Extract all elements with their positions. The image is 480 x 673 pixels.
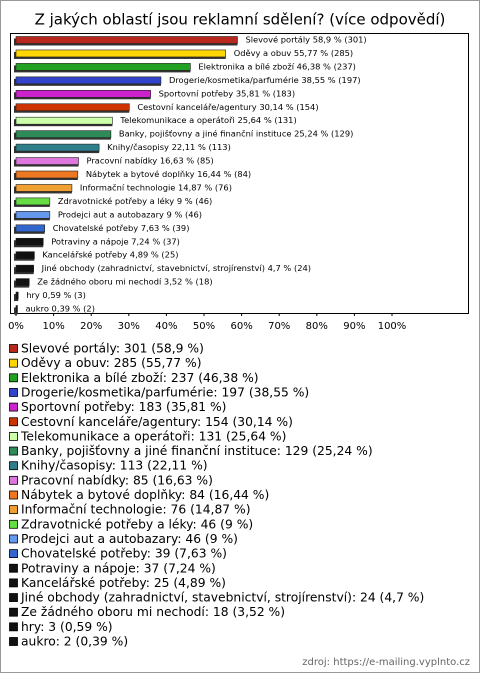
- x-tick-label: 90%: [343, 321, 365, 332]
- bar: [15, 170, 79, 179]
- x-tick-label: 100%: [378, 321, 407, 332]
- legend-label: Knihy/časopisy: 113 (22,11 %): [21, 459, 208, 473]
- bar-label: Banky, pojišťovny a jiné finanční instit…: [119, 129, 353, 139]
- bar: [15, 116, 113, 125]
- x-tick-label: 10%: [42, 321, 64, 332]
- x-tick-label: 70%: [268, 321, 290, 332]
- legend-swatch: [9, 388, 18, 397]
- legend-label: Jiné obchody (zahradnictví, stavebnictví…: [20, 591, 424, 605]
- legend-label: Ze žádného oboru mi nechodí: 18 (3,52 %): [21, 605, 285, 619]
- legend-label: Pracovní nabídky: 85 (16,63 %): [21, 473, 213, 487]
- legend-label: Banky, pojišťovny a jiné finanční instit…: [21, 444, 373, 458]
- bar-label: Zdravotnické potřeby a léky 9 % (46): [58, 196, 212, 206]
- legend-swatch: [9, 637, 18, 646]
- legend-label: Informační technologie: 76 (14,87 %): [21, 503, 251, 517]
- legend-swatch: [9, 622, 18, 632]
- bar-label: Cestovní kanceláře/agentury 30,14 % (154…: [137, 102, 318, 112]
- bar-label: Potraviny a nápoje 7,24 % (37): [51, 236, 180, 246]
- legend-label: Elektronika a bílé zboží: 237 (46,38 %): [21, 371, 259, 385]
- legend-swatch: [9, 373, 18, 383]
- bar: [15, 90, 151, 98]
- bar: [15, 49, 226, 58]
- legend-label: Sportovní potřeby: 183 (35,81 %): [21, 400, 226, 414]
- legend-label: Telekomunikace a operátoři: 131 (25,64 %…: [20, 429, 286, 443]
- legend-swatch: [9, 490, 18, 500]
- legend-swatch: [9, 402, 18, 412]
- legend-label: Nábytek a bytové doplňky: 84 (16,44 %): [21, 488, 269, 502]
- bar-label: Jiné obchody (zahradnictví, stavebnictví…: [41, 263, 311, 273]
- legend-swatch: [9, 475, 18, 485]
- bar: [15, 184, 73, 192]
- bar-label: Prodejci aut a autobazary 9 % (46): [58, 209, 202, 219]
- legend-swatch: [9, 534, 18, 544]
- legend-swatch: [9, 578, 18, 588]
- bar-label: Telekomunikace a operátoři 25,64 % (131): [119, 115, 296, 125]
- bar-label: Informační technologie 14,87 % (76): [80, 182, 232, 192]
- bar-label: Elektronika a bílé zboží 46,38 % (237): [198, 61, 356, 71]
- bar-label: Oděvy a obuv 55,77 % (285): [234, 48, 353, 58]
- bar: [15, 197, 51, 206]
- bar: [15, 130, 112, 138]
- x-tick-label: 30%: [118, 321, 140, 332]
- bar-label: hry 0,59 % (3): [26, 290, 86, 300]
- bar: [15, 291, 19, 300]
- legend-label: Kancelářské potřeby: 25 (4,89 %): [21, 576, 226, 590]
- bar: [15, 36, 238, 44]
- legend-label: Cestovní kanceláře/agentury: 154 (30,14 …: [21, 415, 293, 429]
- bar: [15, 251, 35, 259]
- bar-label: Sportovní potřeby 35,81 % (183): [159, 88, 295, 98]
- bar: [15, 224, 45, 233]
- legend-label: Slevové portály: 301 (58,9 %): [21, 342, 204, 356]
- bar: [15, 305, 18, 313]
- chart-title: Z jakých oblastí jsou reklamní sdělení? …: [35, 11, 446, 29]
- legend-swatch: [9, 461, 18, 471]
- legend-swatch: [9, 344, 18, 353]
- legend-label: Prodejci aut a autobazary: 46 (9 %): [21, 532, 238, 546]
- bar-label: Chovatelské potřeby 7,63 % (39): [53, 223, 190, 233]
- legend-label: Oděvy a obuv: 285 (55,77 %): [21, 356, 202, 370]
- bar: [15, 264, 34, 273]
- bar-label: Nábytek a bytové doplňky 16,44 % (84): [86, 169, 251, 179]
- bar-label: Knihy/časopisy 22,11 % (113): [107, 142, 231, 152]
- legend-label: Chovatelské potřeby: 39 (7,63 %): [21, 547, 227, 561]
- bar: [15, 76, 162, 85]
- legend-swatch: [9, 505, 18, 515]
- legend-label: Zdravotnické potřeby a léky: 46 (9 %): [21, 517, 253, 531]
- bar: [15, 103, 130, 112]
- bar: [15, 63, 191, 71]
- x-tick-label: 20%: [80, 321, 102, 332]
- legend-swatch: [9, 593, 18, 602]
- legend-swatch: [9, 358, 18, 368]
- bar-label: Drogerie/kosmetika/parfumérie 38,55 % (1…: [169, 75, 361, 85]
- bar: [15, 157, 79, 165]
- x-tick-label: 80%: [306, 321, 328, 332]
- x-tick-label: 40%: [155, 321, 177, 332]
- bar-label: Ze žádného oboru mi nechodí 3,52 % (18): [37, 277, 212, 287]
- legend-swatch: [9, 417, 18, 427]
- source: zdroj: https://e-mailing.vyplnto.cz: [302, 657, 470, 668]
- bar: [15, 211, 51, 219]
- legend-swatch: [9, 563, 18, 573]
- legend-swatch: [9, 519, 18, 529]
- legend-swatch: [9, 431, 18, 441]
- x-tick-label: 60%: [230, 321, 252, 332]
- bar-label: aukro 0,39 % (2): [25, 304, 94, 314]
- x-tick-label: 50%: [193, 321, 215, 332]
- x-tick-label: 0%: [8, 321, 24, 332]
- bar-label: Kancelářské potřeby 4,89 % (25): [42, 250, 178, 260]
- bar: [15, 237, 44, 246]
- legend-swatch: [9, 549, 18, 558]
- bar-label: Slevové portály 58,9 % (301): [245, 35, 366, 45]
- bar: [15, 278, 30, 286]
- legend-label: Potraviny a nápoje: 37 (7,24 %): [21, 561, 216, 575]
- legend-label: Drogerie/kosmetika/parfumérie: 197 (38,5…: [21, 385, 309, 399]
- legend-label: hry: 3 (0,59 %): [21, 620, 113, 634]
- bar: [15, 143, 100, 152]
- legend-label: aukro: 2 (0,39 %): [21, 635, 128, 649]
- legend-swatch: [9, 607, 18, 617]
- bar-label: Pracovní nabídky 16,63 % (85): [87, 156, 214, 166]
- legend-swatch: [9, 446, 18, 456]
